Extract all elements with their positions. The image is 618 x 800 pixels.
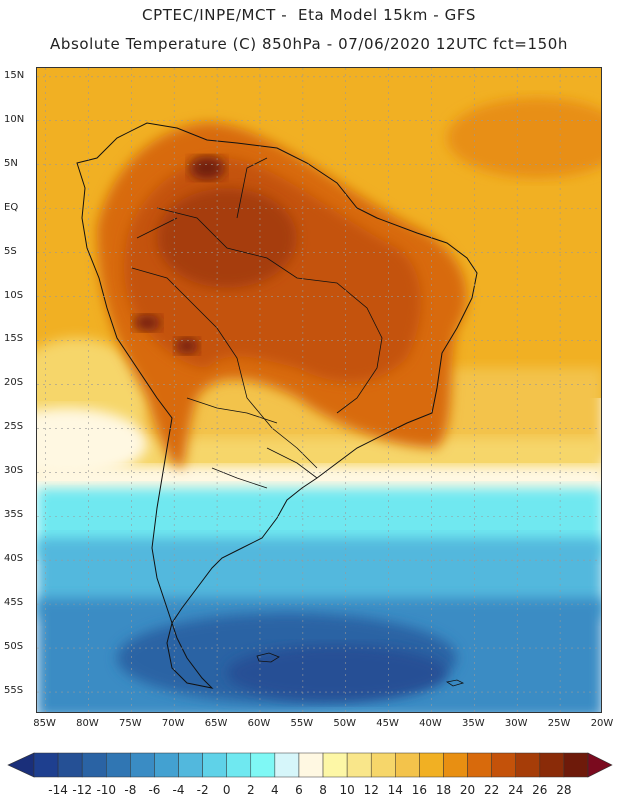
colorbar-tick-label: -8: [124, 783, 137, 797]
colorbar-tick-label: -2: [196, 783, 209, 797]
longitude-label: 35W: [462, 718, 485, 729]
colorbar-tick-label: 20: [459, 783, 476, 797]
colorbar-tick-label: -14: [48, 783, 68, 797]
latitude-label: 45S: [4, 597, 24, 609]
colorbar-swatch: [250, 752, 276, 778]
latitude-label: 25S: [4, 421, 24, 433]
temperature-colorbar: [7, 752, 613, 778]
colorbar-tick-label: 10: [339, 783, 355, 797]
latitude-label: 5S: [4, 245, 17, 257]
colorbar-tick-label: 26: [532, 783, 548, 797]
graticule: [37, 68, 601, 712]
colorbar-tick-label: -10: [96, 783, 117, 797]
colorbar-swatch: [346, 752, 372, 778]
colorbar-swatch: [178, 752, 203, 778]
country-borders: [131, 157, 383, 489]
south-georgia: [445, 679, 465, 687]
longitude-label: 60W: [247, 718, 271, 729]
latitude-label: 10N: [4, 113, 25, 125]
colorbar-tick-label: 2: [246, 783, 255, 797]
longitude-label: 70W: [161, 718, 185, 729]
map-subtitle: Absolute Temperature (C) 850hPa - 07/06/…: [49, 35, 569, 53]
latitude-label: 55S: [4, 685, 24, 697]
latitude-label: 15S: [4, 333, 24, 345]
colorbar-swatch: [130, 752, 155, 778]
colorbar-swatch: [33, 752, 59, 778]
colorbar-swatch: [154, 752, 179, 778]
colorbar-swatch: [370, 752, 396, 778]
longitude-label: 55W: [290, 718, 314, 729]
colorbar-tick-label: 16: [411, 783, 428, 797]
colorbar-swatch: [298, 752, 324, 778]
latitude-label: 5N: [4, 157, 18, 169]
longitude-label: 20W: [590, 718, 614, 729]
colorbar-swatch: [539, 752, 565, 778]
colorbar-swatch: [419, 752, 444, 778]
colorbar-swatch: [515, 752, 541, 778]
longitude-label: 75W: [119, 718, 142, 729]
warm-atlantic: [447, 98, 601, 178]
colorbar-swatch: [81, 752, 107, 778]
colorbar-tick-label: 6: [295, 783, 303, 797]
colorbar-tick-label: 14: [387, 783, 403, 797]
temperature-map[interactable]: [36, 67, 602, 713]
colorbar-swatch: [467, 752, 492, 778]
longitude-label: 30W: [504, 718, 528, 729]
colorbar-under-arrow: [7, 752, 35, 778]
latitude-label: 50S: [4, 641, 24, 653]
latitude-label: 10S: [4, 289, 24, 301]
longitude-label: 40W: [419, 718, 442, 729]
colorbar-tick-label: 18: [435, 783, 452, 797]
colorbar-tick-label: 22: [484, 783, 500, 797]
longitude-label: 80W: [76, 718, 99, 729]
colorbar-swatch: [226, 752, 252, 778]
colorbar-swatch: [395, 752, 420, 778]
heat-core-bolivia: [133, 315, 161, 331]
coastline-south-america: [76, 122, 478, 689]
colorbar-swatch: [57, 752, 83, 778]
heat-core-venezuela: [189, 156, 225, 180]
latitude-label: 35S: [4, 509, 24, 521]
colorbar-over-arrow: [587, 752, 613, 778]
longitude-label: 85W: [33, 718, 56, 729]
heat-core-amazon: [157, 188, 297, 288]
colorbar-tick-label: 24: [508, 783, 524, 797]
colorbar-swatch: [491, 752, 516, 778]
colorbar-tick-label: -12: [72, 783, 92, 797]
colorbar-tick-label: -4: [172, 783, 185, 797]
colorbar-swatch: [563, 752, 589, 778]
latitude-label: EQ: [4, 201, 19, 213]
latitude-label: 30S: [4, 465, 24, 477]
colorbar-tick-label: -6: [148, 783, 161, 797]
longitude-label: 65W: [204, 718, 228, 729]
colorbar-swatch: [274, 752, 300, 778]
colorbar-tick-label: 4: [271, 783, 279, 797]
colorbar-tick-label: 12: [363, 783, 379, 797]
colorbar-swatch: [322, 752, 348, 778]
colorbar-tick-label: 8: [319, 783, 327, 797]
heat-core-chaco: [175, 338, 199, 354]
colorbar-tick-label: 0: [222, 783, 231, 797]
map-title: CPTEC/INPE/MCT - Eta Model 15km - GFS: [142, 6, 476, 24]
longitude-label: 25W: [547, 718, 571, 729]
longitude-label: 45W: [376, 718, 399, 729]
colorbar-swatch: [106, 752, 131, 778]
latitude-label: 40S: [4, 553, 24, 565]
latitude-label: 20S: [4, 377, 24, 389]
colorbar-swatch: [202, 752, 227, 778]
longitude-label: 50W: [333, 718, 357, 729]
colorbar-tick-label: 28: [556, 783, 572, 797]
cold-core-deep: [227, 645, 447, 701]
latitude-label: 15N: [4, 69, 25, 81]
falklands: [256, 652, 280, 663]
pacific-cooler: [37, 408, 147, 478]
colorbar-swatch: [443, 752, 468, 778]
